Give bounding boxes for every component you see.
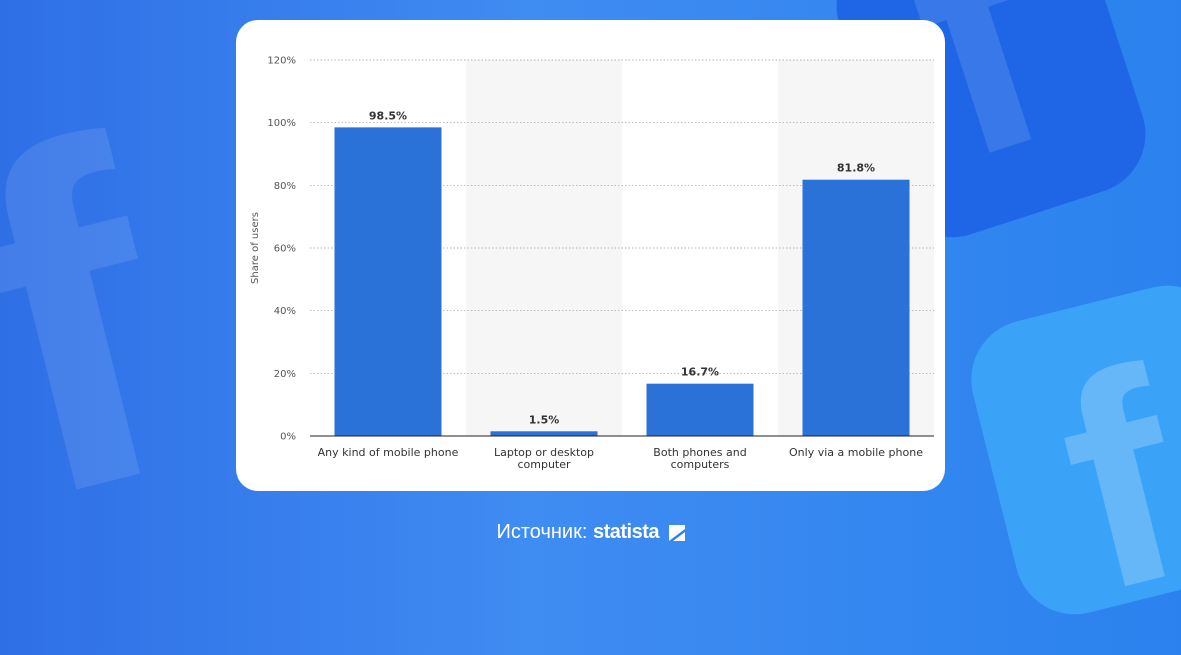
data-label: 98.5% bbox=[369, 109, 407, 122]
y-tick-label: 80% bbox=[274, 181, 296, 192]
statista-logo-icon bbox=[668, 524, 685, 541]
source-line: Источник: statista bbox=[0, 521, 1181, 544]
data-label: 1.5% bbox=[529, 413, 560, 426]
data-label: 81.8% bbox=[837, 162, 875, 175]
statista-brand: statista bbox=[592, 521, 660, 543]
y-tick-label: 120% bbox=[267, 56, 296, 67]
x-tick-label: computer bbox=[517, 458, 571, 471]
y-tick-label: 20% bbox=[274, 369, 296, 380]
bar bbox=[646, 383, 754, 436]
source-prefix: Источник: bbox=[496, 521, 588, 543]
x-tick-label: Only via a mobile phone bbox=[789, 446, 923, 459]
x-tick-label: Any kind of mobile phone bbox=[318, 446, 459, 459]
bar bbox=[802, 179, 910, 436]
y-tick-label: 0% bbox=[280, 432, 296, 443]
data-label: 16.7% bbox=[681, 366, 719, 379]
x-tick-label: Both phones and bbox=[653, 446, 746, 459]
chart-card: 0% 20% 40% 60% 80% 100% 120% Share of users 98.5… bbox=[236, 20, 945, 491]
x-tick-label: Laptop or desktop bbox=[494, 446, 594, 459]
y-tick-label: 40% bbox=[274, 306, 296, 317]
y-tick-label: 100% bbox=[267, 118, 296, 129]
y-axis-label: Share of users bbox=[250, 212, 261, 284]
y-tick-label: 60% bbox=[274, 244, 296, 255]
x-tick-label: computers bbox=[671, 458, 730, 471]
bar-chart: 0% 20% 40% 60% 80% 100% 120% Share of users 98.5… bbox=[250, 56, 934, 471]
bar bbox=[334, 127, 442, 436]
bar bbox=[490, 431, 598, 436]
facebook-logo-decoration-left: f bbox=[0, 39, 213, 600]
